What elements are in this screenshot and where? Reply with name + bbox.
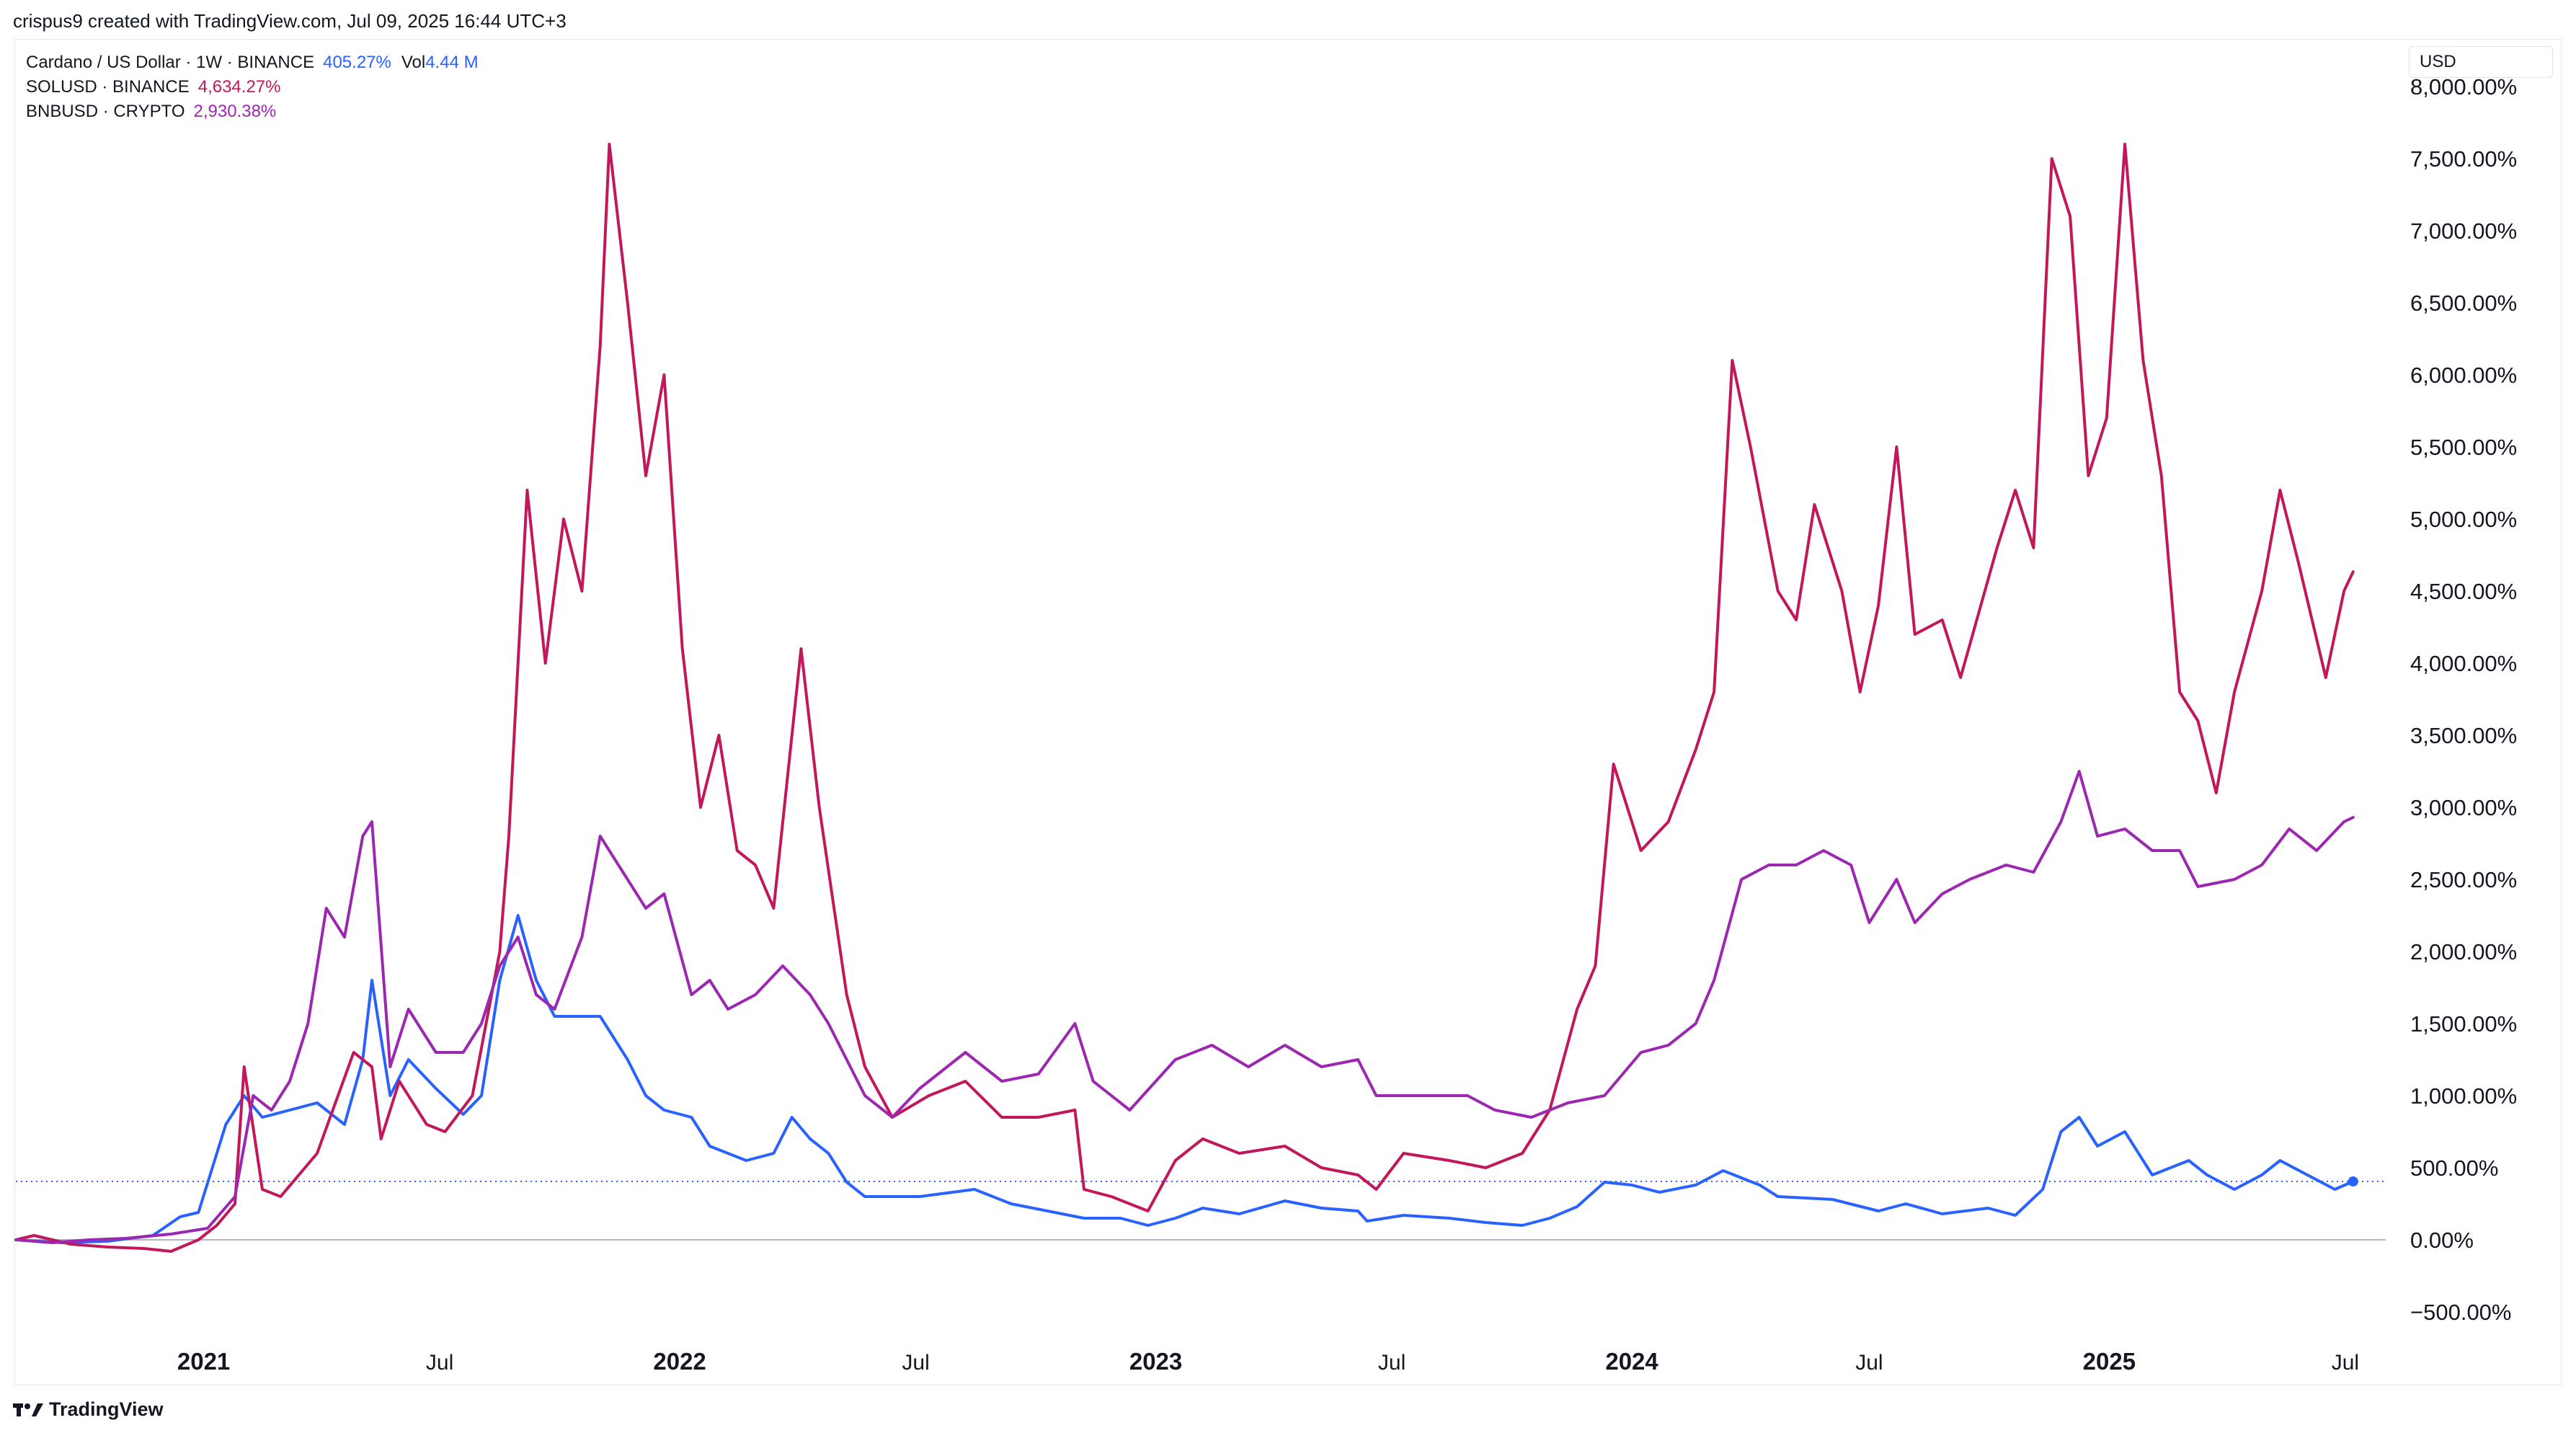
y-tick-label: 1,500.00%	[2410, 1011, 2517, 1037]
x-tick-label: 2021	[177, 1348, 230, 1375]
chart-frame	[14, 39, 2562, 1385]
x-tick-label: Jul	[1855, 1351, 1883, 1375]
y-tick-label: 3,500.00%	[2410, 723, 2517, 748]
y-tick-label: 500.00%	[2410, 1155, 2498, 1181]
y-tick-label: 8,000.00%	[2410, 74, 2517, 99]
last-point-marker	[2348, 1176, 2358, 1186]
y-tick-label: 7,000.00%	[2410, 218, 2517, 244]
y-tick-label: 2,500.00%	[2410, 867, 2517, 892]
chart-plot: −500.00% 0.00% 500.00% 1,000.00% 1,500.00% 2,…	[14, 74, 2517, 1375]
y-tick-label: 4,500.00%	[2410, 579, 2517, 604]
y-tick-label: −500.00%	[2410, 1300, 2511, 1325]
x-tick-label: Jul	[902, 1351, 929, 1375]
y-tick-label: 4,000.00%	[2410, 651, 2517, 676]
x-tick-label: Jul	[2332, 1351, 2359, 1375]
y-tick-label: 6,500.00%	[2410, 290, 2517, 316]
y-tick-label: 6,000.00%	[2410, 363, 2517, 388]
x-tick-label: 2025	[2083, 1348, 2136, 1375]
legend-symbol: BNBUSD · CRYPTO	[26, 102, 185, 121]
currency-selector[interactable]: USD	[2409, 46, 2553, 78]
x-tick-label: Jul	[426, 1351, 453, 1375]
legend-value: 2,930.38%	[193, 102, 277, 121]
series-layer	[14, 143, 2358, 1253]
y-tick-label: 5,000.00%	[2410, 507, 2517, 532]
legend-vol-value: 4.44 M	[425, 53, 479, 72]
legend-vol-label: Vol	[401, 53, 426, 72]
x-tick-label: 2022	[653, 1348, 706, 1375]
y-tick-label: 5,500.00%	[2410, 435, 2517, 460]
tradingview-logo-icon	[13, 1403, 43, 1416]
series-line-1[interactable]	[14, 143, 2355, 1253]
y-tick-label: 7,500.00%	[2410, 146, 2517, 172]
footer-brand: TradingView	[49, 1398, 164, 1420]
series-line-0[interactable]	[14, 914, 2355, 1244]
y-tick-label: 1,000.00%	[2410, 1083, 2517, 1109]
y-axis: −500.00% 0.00% 500.00% 1,000.00% 1,500.00% 2,…	[2410, 74, 2517, 1325]
x-tick-label: 2023	[1129, 1348, 1182, 1375]
legend-row-bnb[interactable]: BNBUSD · CRYPTO 2,930.38%	[26, 99, 479, 124]
y-tick-label: 2,000.00%	[2410, 939, 2517, 964]
legend-value: 4,634.27%	[197, 77, 281, 97]
chart-attribution: crispus9 created with TradingView.com, J…	[13, 10, 567, 32]
x-tick-label: 2024	[1605, 1348, 1658, 1375]
legend-value: 405.27%	[323, 53, 391, 72]
legend-symbol: Cardano / US Dollar · 1W · BINANCE	[26, 53, 315, 72]
y-tick-label: 0.00%	[2410, 1228, 2474, 1253]
chart-legend: Cardano / US Dollar · 1W · BINANCE 405.27…	[26, 50, 479, 124]
reference-line-layer	[16, 1181, 2386, 1241]
legend-row-sol[interactable]: SOLUSD · BINANCE 4,634.27%	[26, 75, 479, 99]
x-axis: 2021 Jul 2022 Jul 2023 Jul 2024 Jul 2025 Jul	[177, 1348, 2359, 1375]
tradingview-logo[interactable]: TradingView	[13, 1398, 164, 1421]
legend-symbol: SOLUSD · BINANCE	[26, 77, 190, 97]
legend-row-ada[interactable]: Cardano / US Dollar · 1W · BINANCE 405.27…	[26, 50, 479, 75]
x-tick-label: Jul	[1378, 1351, 1405, 1375]
series-line-2[interactable]	[14, 770, 2355, 1244]
y-tick-label: 3,000.00%	[2410, 795, 2517, 820]
